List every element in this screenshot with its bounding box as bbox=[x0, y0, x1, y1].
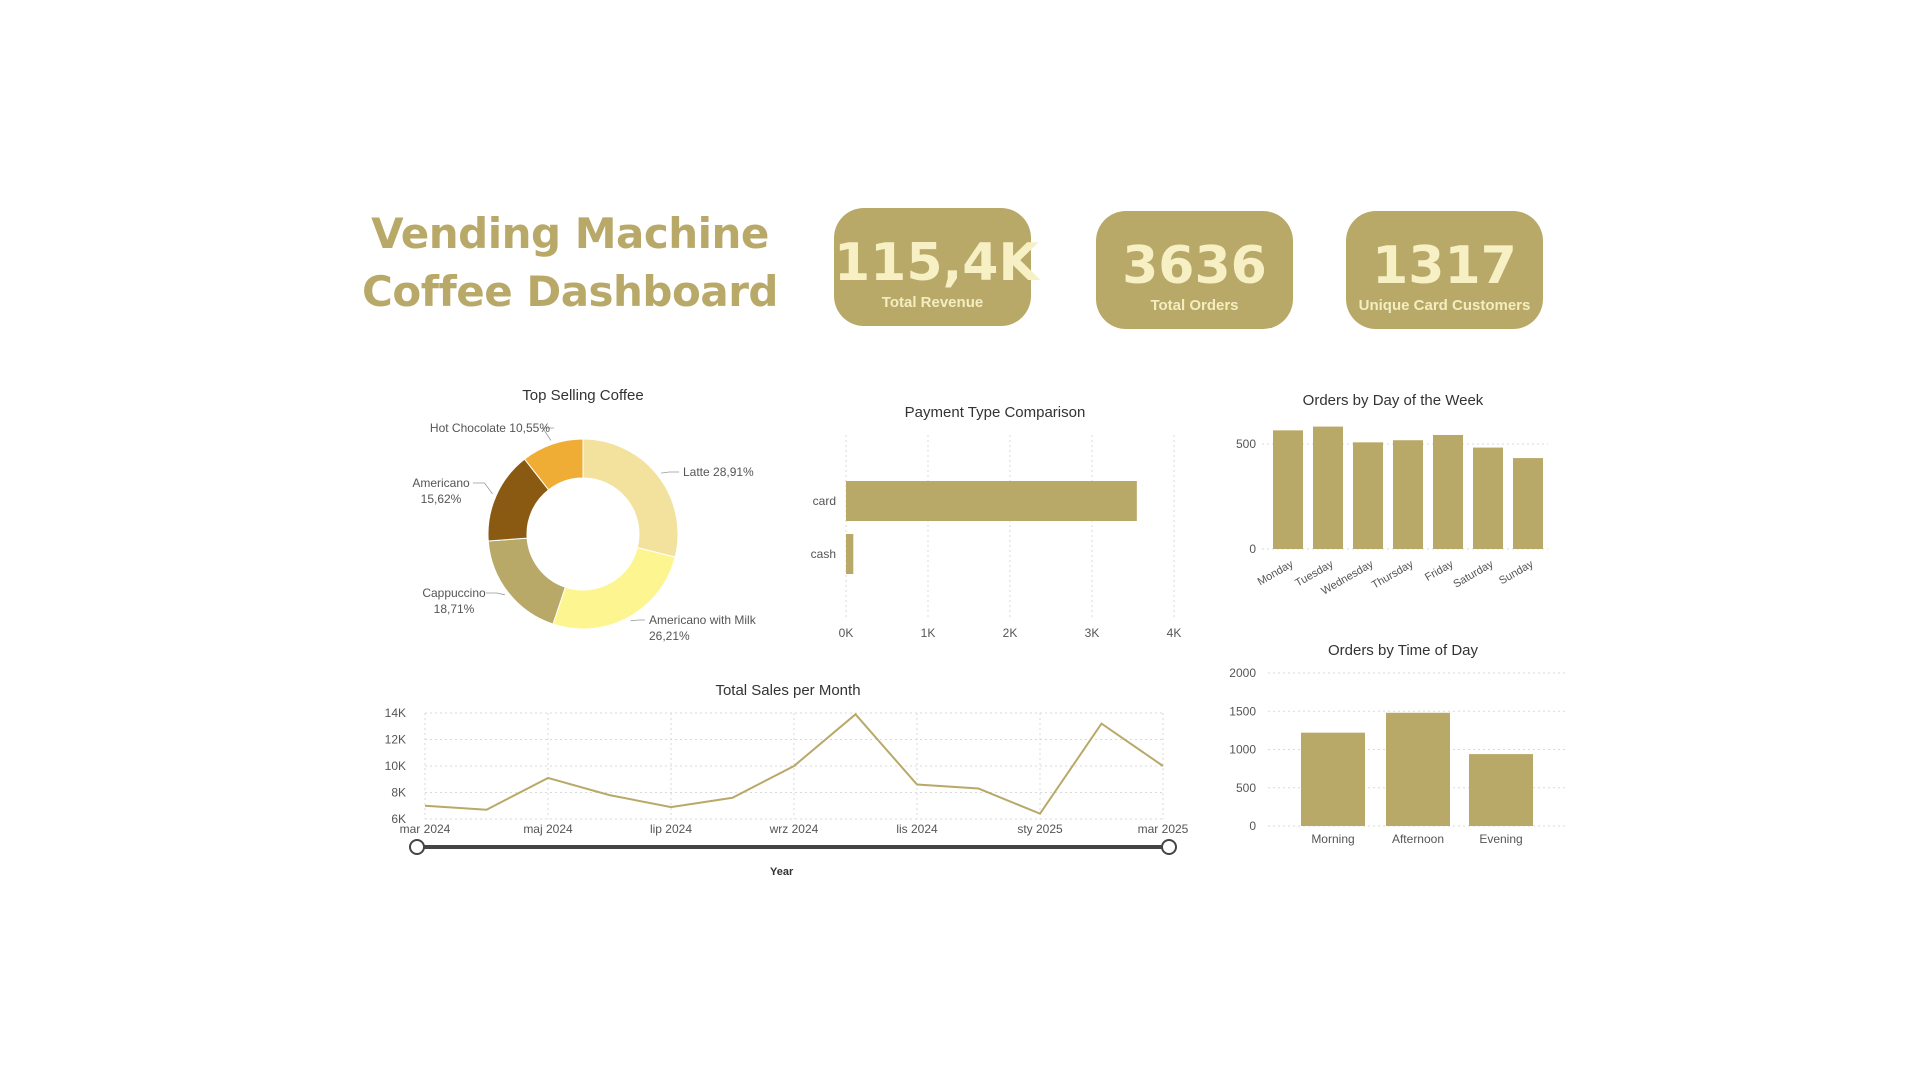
tod-y-tick: 1000 bbox=[1229, 743, 1256, 757]
tod-bar-morning bbox=[1301, 732, 1365, 826]
donut-label: Americano 15,62% bbox=[412, 476, 470, 506]
dow-bar-saturday bbox=[1473, 447, 1503, 549]
line-x-tick: mar 2025 bbox=[1138, 822, 1189, 836]
time-of-day-bar-chart: 0 500 1000 1500 2000 Morning Afternoon Evening bbox=[1229, 666, 1568, 846]
donut-slice-latte bbox=[582, 438, 679, 558]
line-y-tick: 6K bbox=[391, 812, 406, 826]
tod-x-tick: Evening bbox=[1479, 832, 1522, 846]
donut-label: Cappuccino 18,71% bbox=[422, 586, 486, 616]
dow-bar-friday bbox=[1433, 434, 1463, 549]
tod-y-tick: 0 bbox=[1249, 819, 1256, 833]
kpi-label: Total Orders bbox=[1150, 297, 1239, 314]
payment-y-tick: cash bbox=[811, 547, 836, 561]
donut-leader-line bbox=[486, 592, 505, 596]
payment-x-tick: 2K bbox=[1003, 626, 1018, 640]
donut-leader-line bbox=[542, 427, 554, 441]
donut-leader-line bbox=[660, 471, 679, 474]
payment-bar-cash bbox=[846, 534, 854, 574]
dashboard-title: Vending Machine Coffee Dashboard bbox=[360, 205, 780, 321]
slider-end-handle[interactable] bbox=[1161, 839, 1177, 855]
dow-bar-tuesday bbox=[1313, 426, 1343, 549]
dow-bar-monday bbox=[1273, 430, 1303, 549]
dow-bar-thursday bbox=[1393, 440, 1423, 549]
kpi-value: 115,4K bbox=[834, 233, 1039, 293]
dow-x-tick: Saturday bbox=[1451, 558, 1496, 591]
line-x-tick: lip 2024 bbox=[650, 822, 692, 836]
donut-label-line: 15,62% bbox=[421, 492, 462, 506]
kpi-total-orders[interactable]: 3636 Total Orders bbox=[1096, 211, 1293, 329]
donut-label: Hot Chocolate 10,55% bbox=[430, 421, 550, 435]
kpi-label: Total Revenue bbox=[881, 294, 984, 311]
donut-label: Americano with Milk 26,21% bbox=[649, 613, 757, 643]
line-x-tick: sty 2025 bbox=[1017, 822, 1063, 836]
line-x-tick: wrz 2024 bbox=[769, 822, 819, 836]
tod-x-tick: Morning bbox=[1311, 832, 1354, 846]
donut-label-line: 26,21% bbox=[649, 629, 690, 643]
line-y-tick: 14K bbox=[385, 706, 406, 720]
line-x-tick: lis 2024 bbox=[896, 822, 938, 836]
sales-line-chart: 6K 8K 10K 12K 14K mar 2024 maj 2024 lip 2024 wrz… bbox=[385, 706, 1189, 836]
kpi-unique-card-customers[interactable]: 1317 Unique Card Customers bbox=[1346, 211, 1543, 329]
slider-label: Year bbox=[770, 866, 794, 878]
chart-title-top-selling: Top Selling Coffee bbox=[522, 387, 643, 404]
dow-bar-wednesday bbox=[1353, 442, 1383, 549]
kpi-value: 1317 bbox=[1372, 236, 1517, 296]
line-x-tick: mar 2024 bbox=[400, 822, 451, 836]
kpi-total-revenue[interactable]: 115,4K Total Revenue bbox=[834, 208, 1039, 326]
donut-slice-hot-chocolate bbox=[523, 438, 584, 491]
donut-label-line: Cappuccino bbox=[422, 586, 486, 600]
tod-y-tick: 2000 bbox=[1229, 666, 1256, 680]
donut-label-line: Americano with Milk bbox=[649, 613, 757, 627]
payment-x-tick: 0K bbox=[839, 626, 854, 640]
dow-y-tick: 500 bbox=[1236, 437, 1256, 451]
kpi-value: 3636 bbox=[1122, 236, 1267, 296]
dow-x-tick: Thursday bbox=[1370, 558, 1416, 592]
tod-x-tick: Afternoon bbox=[1392, 832, 1444, 846]
donut-leader-line bbox=[630, 619, 645, 622]
donut-slice-cappuccino bbox=[487, 537, 566, 625]
donut-label-line: 18,71% bbox=[434, 602, 475, 616]
dow-y-tick: 0 bbox=[1249, 542, 1256, 556]
tod-y-tick: 500 bbox=[1236, 781, 1256, 795]
tod-bar-afternoon bbox=[1386, 712, 1450, 826]
year-range-slider[interactable] bbox=[409, 839, 1177, 855]
donut-slice-americano-with-milk bbox=[552, 547, 676, 630]
title-line-2: Coffee Dashboard bbox=[362, 267, 778, 316]
payment-bar-chart: 0K 1K 2K 3K 4K card cash bbox=[811, 435, 1182, 640]
line-y-tick: 12K bbox=[385, 733, 406, 747]
tod-bar-evening bbox=[1469, 754, 1533, 826]
kpi-label: Unique Card Customers bbox=[1358, 297, 1531, 314]
chart-title-time-of-day: Orders by Time of Day bbox=[1328, 642, 1479, 659]
chart-title-payment-type: Payment Type Comparison bbox=[905, 404, 1086, 421]
payment-x-tick: 1K bbox=[921, 626, 936, 640]
dow-x-tick: Monday bbox=[1256, 558, 1296, 588]
line-y-tick: 10K bbox=[385, 759, 406, 773]
donut-leader-line bbox=[473, 482, 493, 495]
line-x-tick: maj 2024 bbox=[523, 822, 573, 836]
payment-x-tick: 4K bbox=[1167, 626, 1182, 640]
line-y-tick: 8K bbox=[391, 786, 406, 800]
payment-bar-card bbox=[846, 481, 1137, 521]
slider-start-handle[interactable] bbox=[409, 839, 425, 855]
payment-x-tick: 3K bbox=[1085, 626, 1100, 640]
chart-title-sales-month: Total Sales per Month bbox=[715, 682, 860, 699]
tod-y-tick: 1500 bbox=[1229, 704, 1256, 718]
donut-label: Latte 28,91% bbox=[683, 465, 754, 479]
dow-x-tick: Sunday bbox=[1497, 558, 1536, 587]
chart-title-day-of-week: Orders by Day of the Week bbox=[1303, 392, 1484, 409]
dow-bar-sunday bbox=[1513, 458, 1543, 549]
title-line-1: Vending Machine bbox=[371, 209, 769, 258]
donut-chart: Latte 28,91% Americano with Milk 26,21% Cap… bbox=[412, 421, 756, 643]
payment-y-tick: card bbox=[813, 494, 836, 508]
donut-label-line: Americano bbox=[412, 476, 470, 490]
